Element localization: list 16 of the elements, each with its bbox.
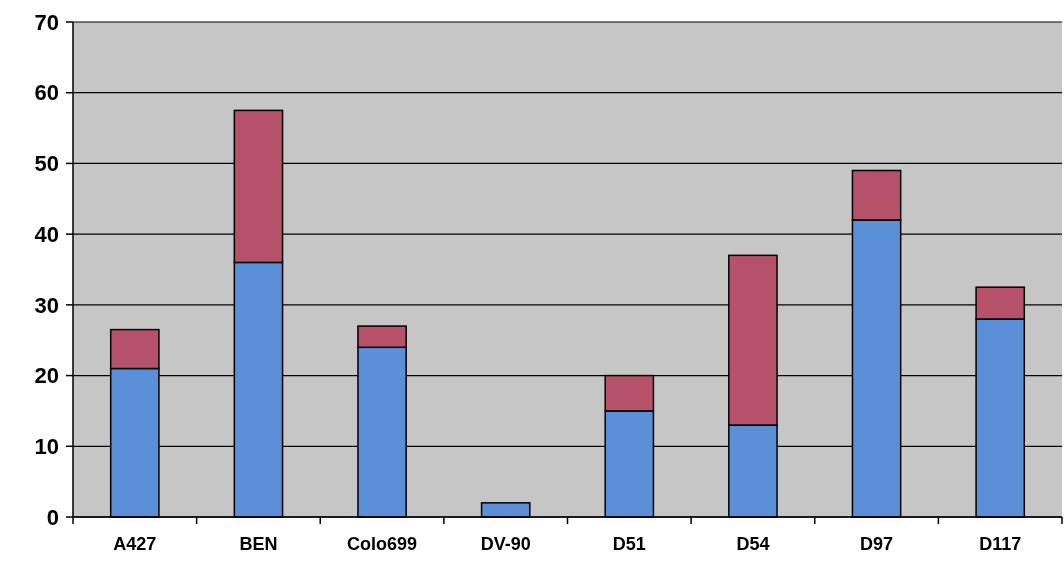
y-tick-label: 50 bbox=[34, 151, 59, 177]
x-tick-label: D97 bbox=[860, 534, 894, 554]
x-tick-label: Colo699 bbox=[347, 534, 418, 554]
x-tick-label: BEN bbox=[239, 534, 278, 554]
x-tick-label: D117 bbox=[979, 534, 1022, 554]
y-tick-label: 10 bbox=[34, 433, 59, 459]
x-tick-label: D54 bbox=[736, 534, 770, 554]
y-tick-label: 30 bbox=[34, 292, 59, 318]
y-tick-label: 0 bbox=[46, 504, 59, 530]
x-tick-label: A427 bbox=[113, 534, 157, 554]
y-tick-label: 40 bbox=[34, 221, 59, 247]
y-tick-label: 60 bbox=[34, 80, 59, 106]
y-tick-label: 70 bbox=[34, 9, 59, 35]
x-tick-label: D51 bbox=[612, 534, 646, 554]
x-tick-label: DV-90 bbox=[480, 534, 531, 554]
y-tick-label: 20 bbox=[34, 363, 59, 389]
